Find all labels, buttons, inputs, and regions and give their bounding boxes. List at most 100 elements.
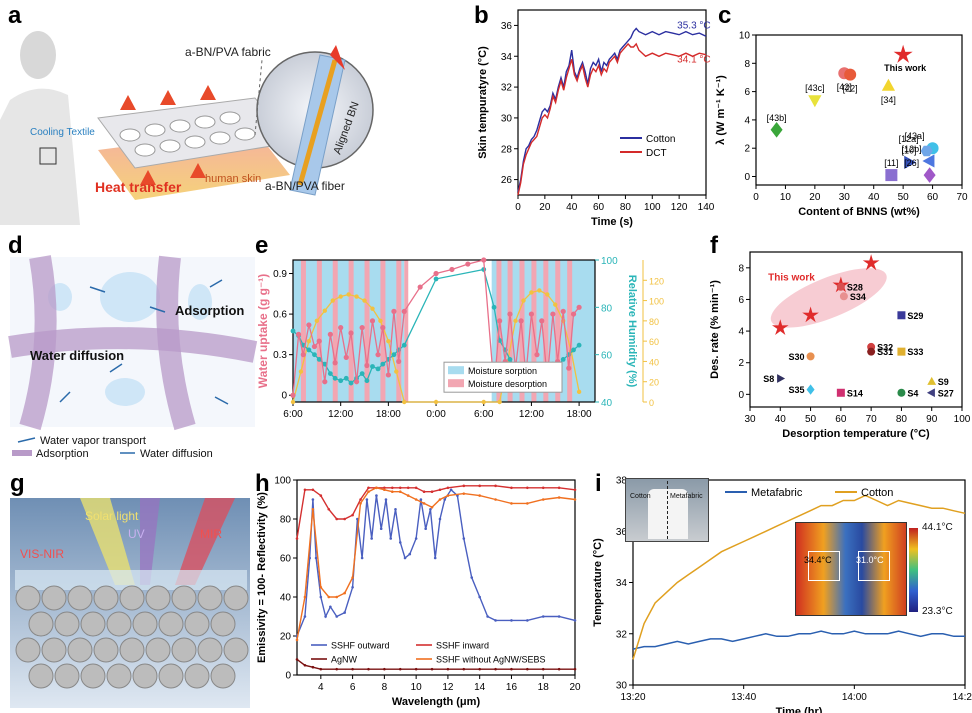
fiber-cross-section: [93, 585, 119, 611]
series-line: [296, 485, 576, 539]
chart-c: 0 10 20 30 40 50 60 70 0 2 4 6 8 10 Content of BNNS (w…: [715, 31, 968, 219]
data-point: [923, 167, 936, 183]
label-fabric: a-BN/PVA fabric: [185, 45, 271, 59]
solar-flux-point: [433, 399, 439, 405]
point-label: S34: [850, 292, 866, 302]
desorption-band: [396, 260, 402, 402]
x-tick-label: 70: [866, 414, 878, 425]
series-point: [494, 484, 497, 488]
point-label: [43c]: [805, 83, 825, 93]
fiber-cross-section: [184, 611, 210, 637]
water-uptake-point: [332, 360, 338, 366]
desorption-band: [316, 260, 322, 402]
data-point: [802, 306, 819, 323]
series-point: [462, 537, 466, 540]
series-point: [422, 502, 426, 505]
solar-flux-point: [314, 318, 320, 324]
series-point: [403, 556, 407, 560]
series-point: [419, 498, 423, 501]
water-uptake-point: [375, 352, 381, 358]
point-label: [43a]: [905, 131, 925, 141]
x-tick-label: 8: [382, 682, 388, 693]
chart-e: 6:00 12:00 18:00 0:00 6:00 12:00 18:00 0 0.3 0.6 0…: [256, 256, 664, 420]
solar-flux-point: [576, 389, 582, 395]
series-point: [526, 502, 529, 505]
panel-a-illustration: a-BN/PVA fabric Cooling Textile Heat tra…: [0, 31, 374, 225]
series-point: [438, 498, 442, 501]
chart-i: 13:20 13:40 14:00 14:20 30 32 34 36 38 Time (hr) T…: [592, 476, 972, 713]
plot-frame: [296, 479, 576, 676]
series-point: [510, 667, 513, 671]
y-tick-label: 40: [280, 593, 292, 604]
water-uptake-point: [359, 325, 365, 331]
solar-flux-point: [370, 306, 375, 311]
label-heat-transfer: Heat transfer: [95, 179, 182, 195]
series-point: [335, 517, 339, 521]
series-point: [327, 595, 331, 599]
series-line-cotton: [517, 27, 707, 193]
series-point: [478, 667, 481, 671]
water-uptake-point: [353, 379, 360, 385]
y-tick-label: 36: [501, 21, 513, 32]
fiber-cross-section: [158, 663, 184, 689]
series-point: [462, 667, 466, 671]
y-axis-label: Emissivity = 100- Reflectivity (%): [256, 492, 268, 663]
fiber-cross-section: [158, 611, 184, 637]
series-point: [541, 667, 545, 671]
point-label: S30: [789, 352, 805, 362]
y-axis-label: Skin tempuratyre (°C): [477, 46, 489, 159]
panel-h: h 4 6 8 10 12 14 16 18 20 0 20 40 60 80 100 Wavelength …: [255, 470, 585, 713]
x-axis-label: Content of BNNS (wt%): [798, 206, 920, 218]
panel-letter-i: i: [595, 470, 602, 497]
x-axis-label: Wavelength (μm): [392, 696, 481, 708]
water-uptake-point: [401, 308, 407, 314]
water-uptake-point: [449, 266, 455, 273]
y-tick-label: 30: [501, 113, 513, 124]
series-point: [462, 484, 466, 488]
series-point: [510, 502, 513, 505]
fiber-cross-section: [54, 611, 80, 637]
point-label: [34]: [881, 95, 896, 105]
y-axis-label: Water uptake (g g⁻¹): [256, 274, 270, 389]
legend-label: Moisture sorption: [468, 366, 537, 376]
chart-f: 30 40 50 60 70 80 90 100 0 2 4 6 8 Desorption tempera…: [709, 251, 971, 440]
point-label: S33: [907, 347, 923, 357]
series-point: [486, 615, 489, 618]
inset-temp-left: 34.4°C: [804, 555, 832, 565]
desorption-band: [332, 260, 338, 402]
data-point: [808, 95, 822, 108]
desorption-band: [555, 260, 561, 402]
solar-flux-point: [394, 369, 399, 374]
solar-flux-point: [529, 290, 534, 295]
series-point: [446, 494, 450, 497]
fiber-cross-section: [106, 611, 132, 637]
y-tick-label: 6: [738, 295, 744, 306]
point-label: [43b]: [767, 113, 787, 123]
y3-tick-label: 60: [649, 337, 659, 347]
label-fiber: a-BN/PVA fiber: [265, 179, 345, 193]
data-point: [777, 374, 786, 383]
fiber-cross-section: [28, 663, 54, 689]
humidity-point: [491, 304, 497, 310]
data-point: [893, 44, 913, 63]
series-line-water-uptake: [292, 259, 580, 396]
series-point: [406, 486, 410, 490]
humidity-point: [312, 352, 317, 358]
series-point: [351, 513, 354, 517]
x-tick-label: 10: [780, 192, 792, 203]
y3-tick-label: 80: [649, 317, 659, 327]
point-label: S14: [847, 388, 863, 398]
y-tick-label: 34: [501, 52, 513, 63]
x-tick-label: 0:00: [426, 409, 446, 420]
water-uptake-point: [300, 352, 306, 358]
label-visnir: VIS-NIR: [20, 547, 64, 561]
value-annotation: 34.1 °C: [677, 54, 710, 65]
x-axis-label: Time (hr): [776, 706, 823, 713]
water-uptake-point: [290, 392, 296, 398]
y2-tick-label: 100: [601, 256, 618, 267]
water-uptake-point: [364, 362, 370, 369]
panel-g: g Solar light VIS-NIR UV MIR: [0, 470, 255, 713]
humidity-point: [359, 371, 365, 376]
solar-flux-point: [298, 369, 304, 374]
series-point: [557, 496, 561, 499]
